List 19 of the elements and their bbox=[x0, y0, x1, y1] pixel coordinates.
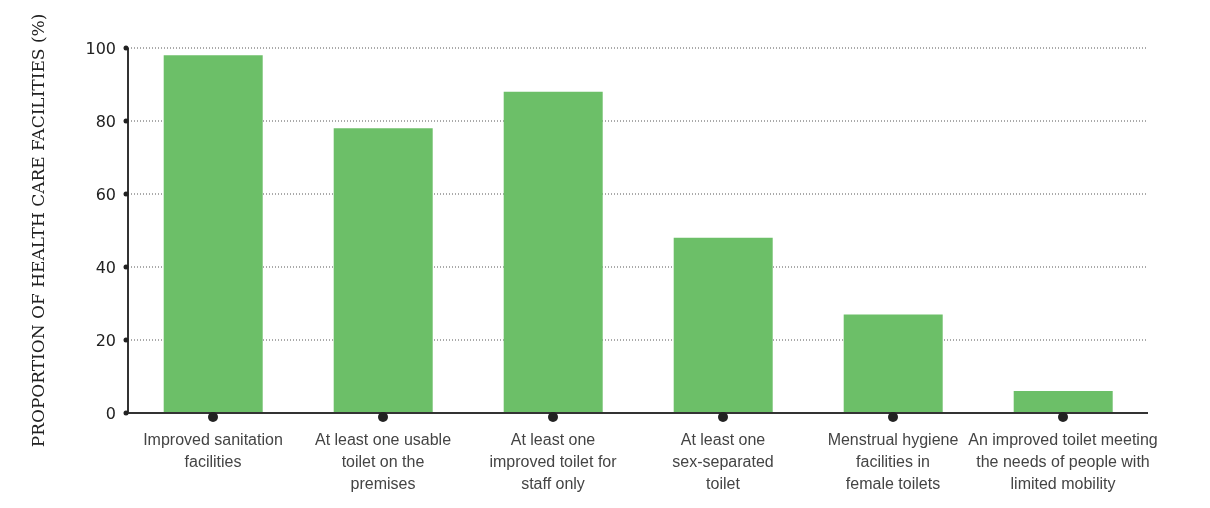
x-tick-label: At least one improved toilet for staff only bbox=[489, 431, 618, 492]
bar bbox=[503, 91, 603, 413]
y-tick-label: 60 bbox=[95, 185, 116, 204]
y-tick-label: 80 bbox=[95, 112, 116, 131]
y-tick-label: 20 bbox=[95, 331, 116, 350]
x-tick-label: At least one usable toilet on the premises bbox=[314, 431, 452, 492]
x-tick-label: Improved sanitation facilities bbox=[143, 431, 283, 470]
bar bbox=[333, 128, 433, 413]
x-tick-label: An improved toilet meeting the needs of people with limited mobility bbox=[968, 431, 1158, 492]
x-tick-label: Menstrual hygiene facilities in female toilets bbox=[827, 431, 959, 492]
bar bbox=[1013, 391, 1113, 413]
y-tick-label: 100 bbox=[85, 39, 116, 58]
bar bbox=[843, 314, 943, 413]
y-tick-label: 40 bbox=[95, 258, 116, 277]
x-tick-label: At least one sex-separated toilet bbox=[672, 431, 774, 492]
y-axis-title: PROPORTION OF HEALTH CARE FACILITIES (%) bbox=[28, 13, 49, 448]
bar bbox=[163, 55, 263, 413]
y-tick-label: 0 bbox=[105, 404, 116, 423]
bar bbox=[673, 237, 773, 413]
